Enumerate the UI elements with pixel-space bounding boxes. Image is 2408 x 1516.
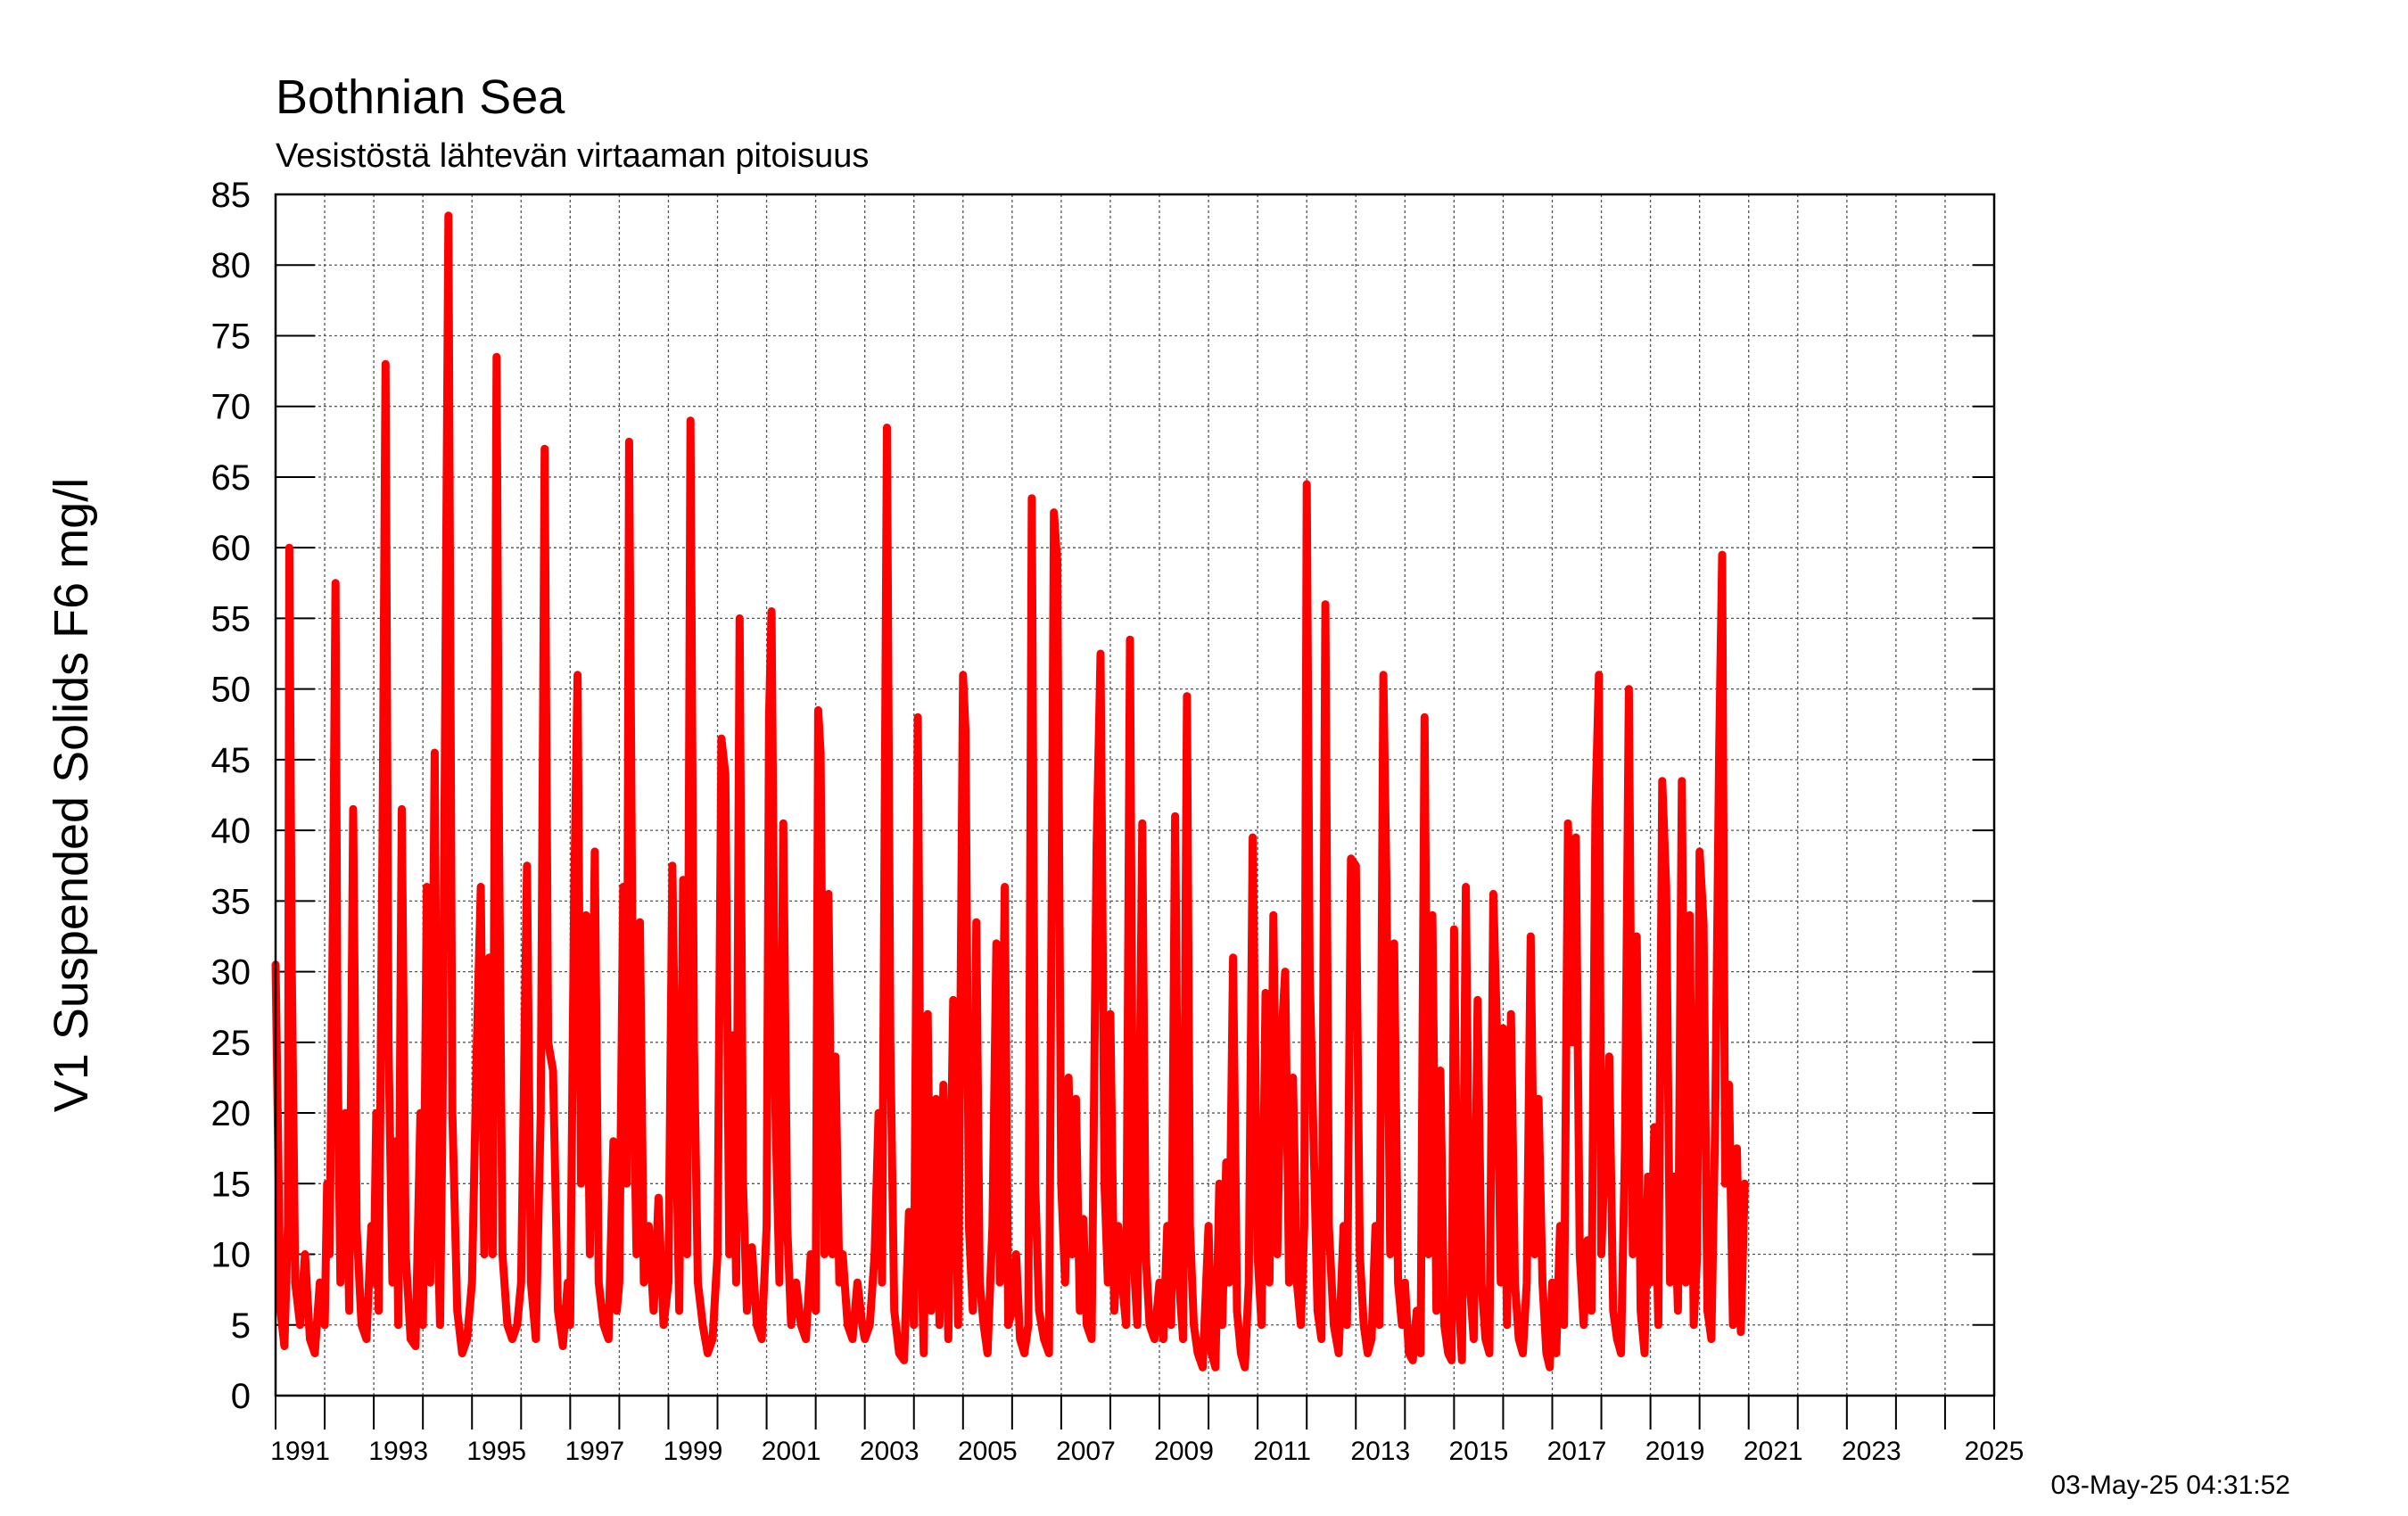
x-tick-label: 2011 (1253, 1437, 1311, 1466)
y-tick-label: 65 (211, 458, 252, 498)
x-tick-label: 2021 (1744, 1437, 1803, 1466)
y-tick-label: 85 (211, 176, 252, 215)
x-tick-label: 1991 (270, 1437, 330, 1466)
x-tick-label: 2023 (1842, 1437, 1901, 1466)
x-tick-label: 1995 (466, 1437, 526, 1466)
chart-title: Bothnian Sea (276, 70, 565, 124)
y-tick-label: 5 (231, 1306, 251, 1346)
x-tick-label: 1997 (565, 1437, 624, 1466)
timestamp-label: 03-May-25 04:31:52 (2050, 1471, 2290, 1500)
x-tick-label: 2025 (1965, 1437, 2025, 1466)
y-tick-label: 80 (211, 246, 252, 285)
x-tick-label: 1999 (664, 1437, 723, 1466)
plot-area-frame (274, 193, 1996, 1397)
y-axis-label: V1 Suspended Solids F6 mg/l (45, 478, 98, 1112)
x-tick-label: 2003 (860, 1437, 919, 1466)
y-tick-label: 10 (211, 1236, 252, 1275)
y-tick-label: 75 (211, 317, 252, 356)
x-tick-label: 2013 (1350, 1437, 1410, 1466)
y-tick-label: 70 (211, 388, 252, 427)
y-tick-label: 40 (211, 812, 252, 851)
y-tick-label: 50 (211, 671, 252, 710)
y-axis-ticks: 0 5 10 15 20 25 30 35 40 45 50 55 60 65 70 75 80 85 (211, 176, 1994, 1416)
x-tick-label: 2017 (1547, 1437, 1607, 1466)
x-tick-label: 2009 (1154, 1437, 1214, 1466)
y-tick-label: 45 (211, 741, 252, 780)
y-tick-label: 0 (231, 1377, 251, 1416)
y-tick-label: 25 (211, 1024, 252, 1063)
x-tick-label: 2007 (1056, 1437, 1116, 1466)
y-tick-label: 35 (211, 882, 252, 921)
series-line (271, 211, 1749, 1372)
y-tick-label: 15 (211, 1165, 252, 1204)
x-axis-ticks: 1991 1993 1995 1997 1999 2001 2003 2005 2007 2009… (270, 1396, 2024, 1466)
chart-subtitle: Vesistöstä lähtevän virtaaman pitoisuus (276, 137, 869, 175)
y-tick-label: 60 (211, 529, 252, 568)
x-tick-label: 2015 (1449, 1437, 1509, 1466)
y-tick-label: 55 (211, 599, 252, 639)
x-tick-label: 2019 (1645, 1437, 1705, 1466)
x-tick-label: 1993 (368, 1437, 428, 1466)
y-tick-label: 30 (211, 953, 252, 993)
y-tick-label: 20 (211, 1094, 252, 1133)
x-tick-label: 2005 (958, 1437, 1018, 1466)
x-tick-label: 2001 (762, 1437, 821, 1466)
